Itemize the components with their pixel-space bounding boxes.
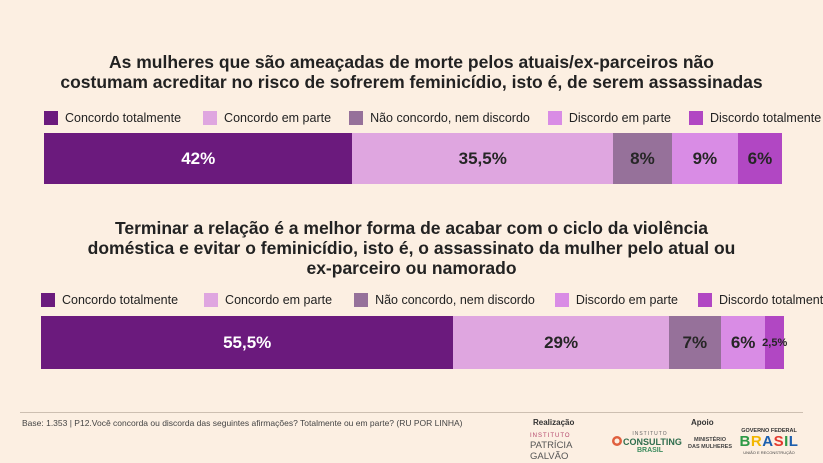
data-label: 55,5%: [223, 332, 272, 352]
brasil-logo-text: BRASIL: [739, 433, 799, 450]
legend-swatch: [698, 293, 712, 307]
data-label: 7%: [682, 332, 708, 352]
legend-label: Concordo totalmente: [65, 111, 182, 125]
chart-2-bar: 55,5% 29% 7% 6% 2,5%: [41, 316, 788, 369]
chart-2-title-line-1: Terminar a relação é a melhor forma de a…: [115, 218, 708, 238]
legend-label: Não concordo, nem discordo: [375, 293, 535, 307]
legend-item-concordo-totalmente: Concordo totalmente: [41, 293, 178, 307]
legend-swatch: [44, 111, 58, 125]
bar-segment-concordo-totalmente: 55,5%: [41, 316, 454, 369]
data-label: 8%: [630, 148, 655, 168]
legend-item-concordo-totalmente: Concordo totalmente: [44, 111, 181, 125]
legend-label: Discordo em parte: [575, 293, 678, 307]
ministerio-logo-text: MINISTÉRIO DAS MULHERES: [688, 437, 733, 450]
patricia-galvao-logo-small: INSTITUTO: [530, 433, 571, 439]
legend-label: Concordo em parte: [225, 293, 333, 307]
legend-label: Concordo totalmente: [62, 293, 179, 307]
legend-item-discordo-em-parte: Discordo em parte: [547, 111, 671, 125]
bar-segment-concordo-em-parte: 29%: [453, 316, 669, 369]
bar-segment-nao-concordo-nem-discordo: 7%: [668, 316, 721, 369]
bar-segment-concordo-em-parte: 35,5%: [352, 133, 614, 184]
legend-label: Discordo totalmente: [710, 111, 822, 125]
footer-divider: [20, 412, 803, 413]
bar-segment-discordo-totalmente: 2,5%: [762, 316, 788, 369]
consulting-logo-sub: BRASIL: [636, 447, 664, 454]
data-label: 35,5%: [458, 148, 507, 168]
patricia-galvao-logo: INSTITUTO PATRÍCIA GALVÃO: [530, 433, 604, 462]
legend-item-nao-concordo-nem-discordo: Não concordo, nem discordo: [349, 111, 530, 125]
legend-label: Não concordo, nem discordo: [370, 111, 530, 125]
legend-label: Discordo em parte: [568, 111, 671, 125]
consulting-brasil-icon: [612, 436, 622, 446]
legend-item-concordo-em-parte: Concordo em parte: [203, 111, 331, 125]
legend-swatch: [354, 293, 369, 307]
legend-swatch: [204, 293, 219, 307]
chart-1-title: As mulheres que são ameaçadas de morte p…: [20, 52, 803, 92]
data-label: 2,5%: [762, 336, 788, 349]
data-label: 42%: [181, 148, 216, 168]
bar-segment-concordo-totalmente: 42%: [44, 133, 353, 184]
apoio-label: Apoio: [691, 418, 714, 427]
governo-federal-logo: GOVERNO FEDERAL BRASIL UNIÃO E RECONSTRU…: [737, 428, 801, 455]
chart-2-title-line-3: ex-parceiro ou namorado: [306, 258, 517, 278]
chart-2-legend: Concordo totalmente Concordo em parte Não …: [41, 293, 823, 307]
chart-2-title-line-2: doméstica e evitar o feminicídio, isto é…: [87, 238, 736, 258]
consulting-logo-small: INSTITUTO: [632, 431, 668, 437]
chart-1-title-line-2: costumam acreditar no risco de sofrerem …: [60, 72, 763, 92]
realizacao-label: Realização: [533, 418, 575, 427]
brasil-logo-sub: UNIÃO E RECONSTRUÇÃO: [743, 450, 795, 455]
consulting-brasil-logo: INSTITUTO CONSULTING BRASIL: [611, 431, 682, 455]
legend-item-concordo-em-parte: Concordo em parte: [204, 293, 332, 307]
chart-2-title: Terminar a relação é a melhor forma de a…: [20, 218, 803, 278]
legend-swatch: [689, 111, 703, 125]
data-label: 6%: [747, 148, 773, 168]
chart-1-bar: 42% 35,5% 8% 9% 6%: [44, 133, 782, 184]
footnote: Base: 1.353 | P12.Você concorda ou disco…: [22, 418, 463, 428]
legend-swatch: [349, 111, 364, 125]
chart-1-title-line-1: As mulheres que são ameaçadas de morte p…: [109, 52, 714, 72]
legend-swatch: [203, 111, 218, 125]
patricia-galvao-logo-text: PATRÍCIA GALVÃO: [530, 440, 572, 462]
chart-1-legend: Concordo totalmente Concordo em parte Não …: [44, 111, 821, 125]
legend-label: Concordo em parte: [224, 111, 332, 125]
consulting-logo-main: CONSULTING: [623, 437, 682, 447]
bar-segment-nao-concordo-nem-discordo: 8%: [613, 133, 672, 184]
legend-label: Discordo totalmente: [719, 293, 823, 307]
legend-item-discordo-em-parte: Discordo em parte: [554, 293, 678, 307]
governo-logo-text: GOVERNO FEDERAL: [741, 428, 797, 434]
legend-item-nao-concordo-nem-discordo: Não concordo, nem discordo: [354, 293, 535, 307]
bar-segment-discordo-totalmente: 6%: [737, 133, 782, 184]
data-label: 9%: [692, 148, 718, 168]
data-label: 6%: [730, 332, 756, 352]
legend-swatch: [547, 111, 562, 125]
legend-item-discordo-totalmente: Discordo totalmente: [689, 111, 821, 125]
bar-segment-discordo-em-parte: 9%: [671, 133, 738, 184]
legend-swatch: [41, 293, 55, 307]
data-label: 29%: [544, 332, 579, 352]
bar-segment-discordo-em-parte: 6%: [720, 316, 766, 369]
ministerio-mulheres-logo: MINISTÉRIO DAS MULHERES: [688, 437, 732, 451]
legend-item-discordo-totalmente: Discordo totalmente: [698, 293, 823, 307]
legend-swatch: [554, 293, 569, 307]
